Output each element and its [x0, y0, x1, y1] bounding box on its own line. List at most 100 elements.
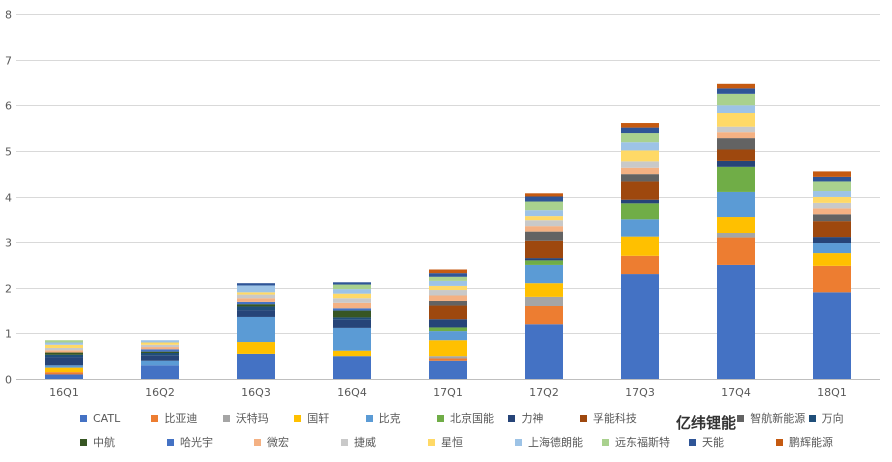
bar-segment — [429, 327, 467, 332]
legend-swatch — [167, 438, 174, 446]
bar-segment — [429, 276, 467, 281]
bar-segment — [813, 253, 851, 266]
bar-segment — [45, 357, 83, 366]
bar-segment — [45, 374, 83, 379]
bar-stack — [237, 283, 275, 379]
bar-stack — [141, 340, 179, 379]
y-tick-label: 7 — [5, 55, 12, 68]
bar-segment — [525, 264, 563, 284]
y-axis-tick-labels: 0 1 2 3 4 5 6 7 8 — [5, 9, 12, 387]
bar-segment — [717, 149, 755, 161]
bar-segment — [45, 372, 83, 375]
bar-segment — [429, 280, 467, 286]
y-tick-label: 4 — [5, 192, 12, 205]
legend-swatch — [737, 414, 745, 422]
bar-stack — [621, 123, 659, 379]
legend-swatch — [776, 438, 783, 446]
bar-segment — [525, 196, 563, 202]
bar-segment — [813, 202, 851, 209]
legend-item: 中航 — [80, 434, 167, 450]
bar-segment — [717, 233, 755, 238]
bar-segment — [621, 150, 659, 162]
y-tick-label: 1 — [5, 328, 12, 341]
legend-swatch — [689, 438, 696, 446]
bar-segment — [621, 161, 659, 168]
bar-segment — [141, 344, 179, 348]
bar-segment — [333, 298, 371, 303]
bar-segment — [717, 88, 755, 94]
legend-item: 天能 — [689, 434, 776, 450]
bar-segment — [621, 199, 659, 204]
legend-item: 鹏辉能源 — [776, 434, 863, 450]
legend-item: 孚能科技 — [579, 410, 651, 426]
bar-segment — [813, 191, 851, 197]
bar-segment — [717, 264, 755, 379]
bar-segment — [525, 193, 563, 197]
bar-segment — [333, 350, 371, 357]
x-tick-label: 18Q1 — [817, 386, 847, 399]
legend-label: 天能 — [702, 436, 724, 449]
legend-swatch — [222, 414, 230, 422]
bar-segment — [813, 265, 851, 293]
bar-segment — [621, 142, 659, 151]
legend-swatch — [80, 414, 87, 422]
bar-segment — [717, 83, 755, 89]
bar-segment — [717, 217, 755, 233]
legend-item: 万向 — [808, 410, 880, 426]
bar-segment — [141, 340, 179, 343]
bar-segment — [429, 285, 467, 291]
bar-segment — [717, 93, 755, 106]
y-tick-label: 6 — [5, 100, 12, 113]
legend-row: 中航 哈光宇 微宏 捷威 星恒 上海德朗能 远东福斯特 天能 鹏辉能源 — [80, 432, 880, 452]
legend-swatch — [602, 438, 609, 446]
legend-label: 中航 — [93, 436, 115, 449]
bar-segment — [237, 342, 275, 354]
legend-label: 远东福斯特 — [615, 436, 670, 449]
legend-row: CATL 比亚迪 沃特玛 国轩 比克 北京国能 力神 孚能科技 智航新能源 万向 — [80, 408, 880, 428]
bar-segment — [429, 269, 467, 274]
legend-swatch — [808, 414, 816, 422]
legend-label: 比克 — [378, 412, 401, 425]
x-tick-label: 16Q2 — [145, 386, 175, 399]
bar-segment — [429, 360, 467, 379]
legend-label: 上海德朗能 — [528, 436, 583, 449]
bar-segment — [333, 284, 371, 290]
bar-segment — [333, 356, 371, 379]
bar-segment — [813, 181, 851, 192]
bar-segment — [621, 127, 659, 134]
bar-segment — [45, 365, 83, 368]
bar-segment — [525, 240, 563, 259]
legend-swatch — [341, 438, 348, 446]
bar-segment — [621, 236, 659, 256]
legend-item: 比亚迪 — [151, 410, 222, 426]
bar-stack — [717, 83, 755, 379]
legend-item: 星恒 — [428, 434, 515, 450]
bar-segment — [141, 342, 179, 345]
legend-swatch — [254, 438, 261, 446]
bar-segment — [141, 351, 179, 353]
bar-segment — [621, 167, 659, 175]
bar-segment — [621, 255, 659, 275]
bar-stacks — [45, 83, 851, 379]
legend-item: 哈光宇 — [167, 434, 254, 450]
bar-segment — [237, 301, 275, 305]
bar-segment — [621, 181, 659, 200]
bar-segment — [717, 166, 755, 192]
bar-segment — [333, 282, 371, 285]
bar-segment — [237, 294, 275, 299]
bar-segment — [717, 105, 755, 114]
bar-segment — [813, 171, 851, 177]
bar-segment — [141, 355, 179, 361]
bar-segment — [525, 306, 563, 325]
x-tick-label: 17Q4 — [721, 386, 751, 399]
legend-item: 力神 — [508, 410, 579, 426]
legend-swatch — [365, 414, 373, 422]
legend-label: 鹏辉能源 — [789, 436, 833, 449]
bar-segment — [621, 203, 659, 220]
bar-segment — [429, 305, 467, 320]
legend-item: 比克 — [365, 410, 437, 426]
bar-segment — [45, 347, 83, 351]
x-tick-label: 16Q1 — [49, 386, 79, 399]
bar-segment — [45, 352, 83, 355]
bar-segment — [429, 273, 467, 277]
